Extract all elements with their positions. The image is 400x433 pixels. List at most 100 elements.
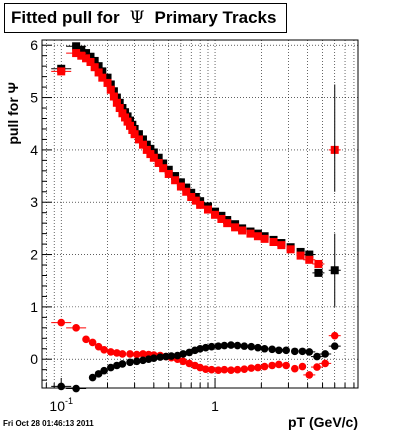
data-point-circle	[313, 363, 321, 371]
data-point-circle	[201, 343, 210, 352]
data-point-square	[154, 153, 163, 162]
data-point-circle	[305, 348, 314, 356]
data-point-circle	[207, 365, 216, 374]
data-point-square	[164, 165, 173, 174]
data-point-circle	[260, 362, 269, 371]
data-point-square	[103, 73, 112, 82]
data-point-circle	[321, 350, 329, 358]
data-point-circle	[57, 318, 66, 327]
data-point-circle	[290, 347, 299, 356]
data-point-square	[203, 205, 212, 214]
tick-labels: 0 1 2 3 4 5 6 10-1 1	[30, 37, 219, 414]
data-point-square	[305, 255, 314, 264]
data-point-circle	[214, 366, 223, 375]
data-point-circle	[240, 365, 249, 373]
data-point-square	[277, 241, 286, 250]
data-point-circle	[132, 350, 141, 359]
grid	[42, 40, 358, 388]
data-point-circle	[298, 347, 307, 356]
data-point-circle	[88, 338, 97, 347]
data-point-square	[314, 259, 323, 268]
data-point-square	[217, 214, 226, 223]
data-point-circle	[220, 341, 229, 350]
data-point-square	[112, 98, 121, 107]
data-point-square	[238, 226, 247, 235]
data-point-circle	[126, 358, 134, 367]
data-point-square	[182, 183, 191, 192]
data-point-square	[171, 172, 180, 181]
data-point-circle	[268, 361, 276, 370]
data-point-square	[134, 135, 143, 144]
data-point-square	[115, 104, 124, 113]
data-point-square	[138, 140, 147, 149]
data-point-circle	[233, 341, 242, 350]
x-axis-label: pT (GeV/c)	[288, 414, 358, 430]
title-suffix: Primary Tracks	[154, 8, 277, 27]
data-point-circle	[196, 344, 204, 353]
data-point-square	[253, 232, 262, 241]
data-point-circle	[57, 382, 66, 391]
data-point-square	[231, 223, 240, 232]
data-point-square	[103, 78, 112, 87]
data-point-circle	[290, 364, 299, 373]
data-point-circle	[106, 348, 115, 356]
data-point-circle	[118, 360, 127, 368]
data-point-circle	[94, 370, 103, 378]
x-tick-label: 1	[211, 398, 219, 414]
data-point-circle	[88, 373, 97, 382]
data-point-circle	[313, 352, 321, 361]
data-point-square	[134, 130, 143, 139]
data-point-circle	[94, 342, 103, 351]
data-point-circle	[330, 342, 339, 350]
data-point-square	[246, 229, 255, 238]
data-point-circle	[207, 342, 216, 351]
data-point-circle	[118, 350, 127, 358]
x-tick-label: 10-1	[49, 396, 73, 414]
data-point-square	[314, 268, 323, 277]
data-point-square	[121, 113, 130, 122]
data-point-square	[176, 178, 185, 187]
data-point-circle	[139, 356, 147, 365]
chart-title: Fitted pull for Ψ Primary Tracks	[4, 3, 287, 33]
data-point-circle	[106, 363, 115, 372]
data-point-square	[182, 187, 191, 196]
data-point-circle	[247, 342, 256, 351]
data-point-square	[260, 234, 269, 243]
data-point-square	[82, 54, 91, 63]
data-point-circle	[233, 365, 242, 374]
y-tick-label: 6	[30, 37, 38, 53]
data-point-square	[130, 130, 139, 139]
data-point-circle	[100, 366, 108, 375]
data-point-circle	[275, 360, 283, 369]
y-axis-label: pull for Ψ	[5, 82, 21, 145]
data-point-circle	[132, 357, 141, 366]
data-point-square	[187, 192, 196, 201]
plot-frame	[41, 39, 359, 389]
data-point-square	[128, 126, 137, 135]
y-tick-label: 3	[30, 194, 38, 210]
data-point-square	[191, 196, 200, 205]
data-point-circle	[298, 362, 307, 371]
data-point-square	[125, 121, 134, 130]
data-point-circle	[126, 350, 134, 358]
data-point-square	[90, 63, 99, 72]
data-point-square	[77, 51, 86, 60]
data-point-circle	[201, 365, 210, 373]
data-point-square	[138, 135, 147, 144]
y-tick-label: 5	[30, 90, 38, 106]
data-point-circle	[150, 354, 158, 362]
data-point-circle	[167, 352, 176, 360]
data-point-square	[286, 245, 295, 254]
data-point-square	[72, 42, 81, 51]
data-point-circle	[72, 324, 80, 332]
data-point-square	[77, 46, 86, 55]
data-point-circle	[100, 345, 108, 354]
data-point-square	[171, 176, 180, 185]
data-point-circle	[227, 341, 235, 349]
data-point-circle	[227, 366, 235, 375]
data-point-circle	[254, 363, 262, 372]
data-point-square	[109, 92, 118, 101]
data-point-square	[187, 188, 196, 197]
data-point-square	[159, 164, 168, 173]
